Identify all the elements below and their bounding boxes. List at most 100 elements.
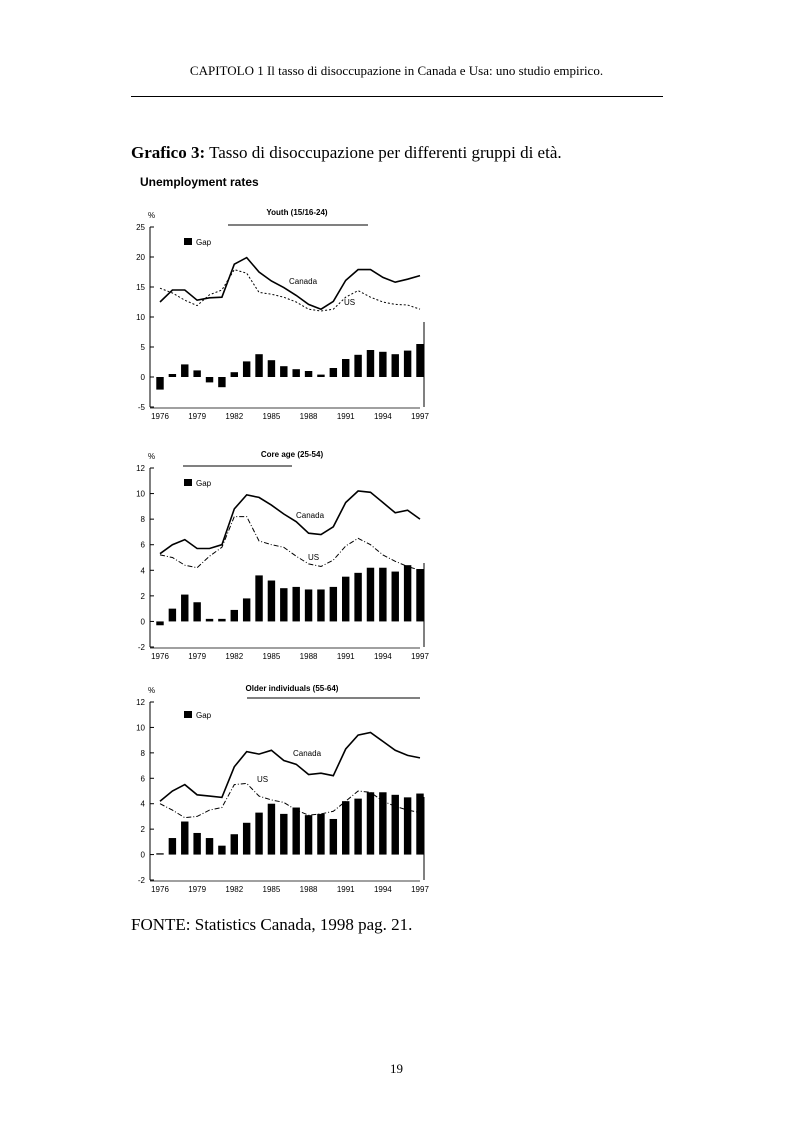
gap-bar: [416, 793, 424, 855]
gap-bar: [205, 838, 214, 855]
header-rule: [131, 96, 663, 97]
gap-bar: [156, 377, 164, 390]
legend-swatch-gap: [184, 238, 192, 245]
gap-bar: [181, 821, 189, 855]
annotation-canada: Canada: [296, 511, 325, 520]
gap-bar: [218, 618, 226, 622]
x-tick-label: 1979: [188, 652, 206, 661]
gap-bar: [181, 364, 189, 377]
y-tick-label: -2: [138, 643, 146, 652]
series-line-us: [159, 269, 421, 312]
series-line-us: [159, 516, 421, 571]
gap-bar: [354, 572, 362, 622]
legend-label-gap: Gap: [196, 238, 212, 247]
y-tick-label: 6: [141, 541, 146, 550]
x-tick-label: 1985: [263, 885, 281, 894]
gap-bar: [193, 602, 201, 622]
gap-bar: [292, 807, 300, 855]
y-tick-label: 10: [136, 723, 145, 732]
y-tick-label: -5: [138, 403, 146, 412]
gap-bar: [403, 565, 412, 622]
x-tick-label: 1985: [263, 652, 281, 661]
legend-swatch-gap: [184, 479, 192, 486]
y-tick-label: 10: [136, 490, 145, 499]
y-tick-label: 10: [136, 313, 145, 322]
y-tick-label: 2: [141, 825, 146, 834]
y-tick-label: 20: [136, 253, 145, 262]
series-line-canada: [159, 490, 421, 555]
gap-bar: [329, 586, 338, 622]
gap-bar: [329, 368, 338, 377]
gap-bar: [292, 369, 300, 377]
gap-bar: [379, 351, 387, 377]
gap-bar: [242, 822, 251, 855]
gap-bar: [342, 576, 350, 622]
gap-bar: [181, 594, 189, 622]
gap-bar: [391, 354, 399, 377]
chart-panel-3: Older individuals (55-64)% -2 0 2 4 6 8 10 12 197…: [136, 684, 429, 894]
gap-bar: [230, 609, 238, 622]
gap-bar: [280, 366, 288, 377]
gap-bar: [366, 350, 375, 377]
x-tick-label: 1976: [151, 412, 169, 421]
y-tick-label: 4: [141, 800, 146, 809]
y-tick-label: 4: [141, 566, 146, 575]
x-tick-label: 1994: [374, 412, 392, 421]
figure-title: Unemployment rates: [140, 175, 259, 189]
gap-bar: [156, 621, 164, 626]
gap-bar: [193, 370, 201, 377]
series-line-us: [159, 782, 421, 819]
gap-bar: [168, 374, 177, 377]
gap-bar: [230, 834, 238, 855]
y-tick-label: 8: [141, 749, 146, 758]
x-tick-label: 1997: [411, 652, 429, 661]
gap-bar: [403, 797, 412, 855]
chart-panel-2: Core age (25-54)% -2 0 2 4 6 8 10 12 1976 1979 1982…: [136, 450, 429, 661]
running-header: CAPITOLO 1 Il tasso di disoccupazione in…: [189, 63, 604, 78]
gap-bar: [354, 354, 362, 377]
gap-bar: [317, 374, 325, 377]
gap-bar: [280, 813, 288, 855]
gap-bar: [329, 818, 338, 855]
x-tick-label: 1997: [411, 412, 429, 421]
x-tick-label: 1994: [374, 652, 392, 661]
gap-bar: [403, 350, 412, 377]
y-tick-label: -2: [138, 876, 146, 885]
x-tick-label: 1982: [225, 885, 243, 894]
y-tick-label: 15: [136, 283, 145, 292]
gap-bar: [242, 598, 251, 622]
panel-title: Core age (25-54): [261, 450, 324, 459]
gap-bar: [218, 377, 226, 388]
gap-bar: [280, 588, 288, 622]
gap-bar: [168, 838, 177, 855]
x-tick-label: 1979: [188, 412, 206, 421]
series-line-canada: [159, 731, 421, 802]
gap-bar: [379, 792, 387, 855]
gap-bar: [379, 567, 387, 622]
annotation-us: US: [257, 775, 268, 784]
gap-bar: [304, 371, 313, 377]
gap-bar: [342, 359, 350, 377]
gap-bar: [230, 372, 238, 377]
y-tick-label: 12: [136, 698, 145, 707]
gap-bar: [255, 812, 263, 855]
gap-bar: [416, 569, 424, 622]
gap-bar: [267, 803, 276, 855]
y-tick-label: 2: [141, 592, 146, 601]
gap-bar: [205, 377, 214, 383]
x-tick-label: 1979: [188, 885, 206, 894]
x-tick-label: 1988: [300, 885, 318, 894]
x-tick-label: 1997: [411, 885, 429, 894]
gap-bar: [317, 813, 325, 855]
gap-bar: [242, 361, 251, 377]
annotation-us: US: [344, 298, 355, 307]
legend-label-gap: Gap: [196, 479, 212, 488]
gap-bar: [267, 580, 276, 622]
y-tick-label: 25: [136, 223, 145, 232]
y-tick-label: 5: [141, 343, 146, 352]
series-line-canada: [159, 256, 421, 311]
gap-bar: [391, 571, 399, 622]
y-unit-label: %: [148, 211, 155, 220]
x-tick-label: 1982: [225, 412, 243, 421]
